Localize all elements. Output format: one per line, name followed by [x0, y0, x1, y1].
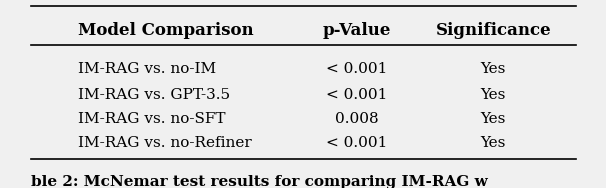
- Text: IM-RAG vs. no-IM: IM-RAG vs. no-IM: [78, 62, 216, 76]
- Text: Yes: Yes: [481, 62, 506, 76]
- Text: Yes: Yes: [481, 136, 506, 150]
- Text: Model Comparison: Model Comparison: [78, 22, 254, 39]
- Text: < 0.001: < 0.001: [326, 88, 388, 102]
- Text: IM-RAG vs. GPT-3.5: IM-RAG vs. GPT-3.5: [78, 88, 230, 102]
- Text: Significance: Significance: [436, 22, 551, 39]
- Text: IM-RAG vs. no-Refiner: IM-RAG vs. no-Refiner: [78, 136, 252, 150]
- Text: Yes: Yes: [481, 88, 506, 102]
- Text: ble 2: McNemar test results for comparing IM-RAG w: ble 2: McNemar test results for comparin…: [31, 174, 488, 188]
- Text: IM-RAG vs. no-SFT: IM-RAG vs. no-SFT: [78, 112, 226, 126]
- Text: 0.008: 0.008: [335, 112, 379, 126]
- Text: < 0.001: < 0.001: [326, 62, 388, 76]
- Text: Yes: Yes: [481, 112, 506, 126]
- Text: p-Value: p-Value: [323, 22, 391, 39]
- Text: < 0.001: < 0.001: [326, 136, 388, 150]
